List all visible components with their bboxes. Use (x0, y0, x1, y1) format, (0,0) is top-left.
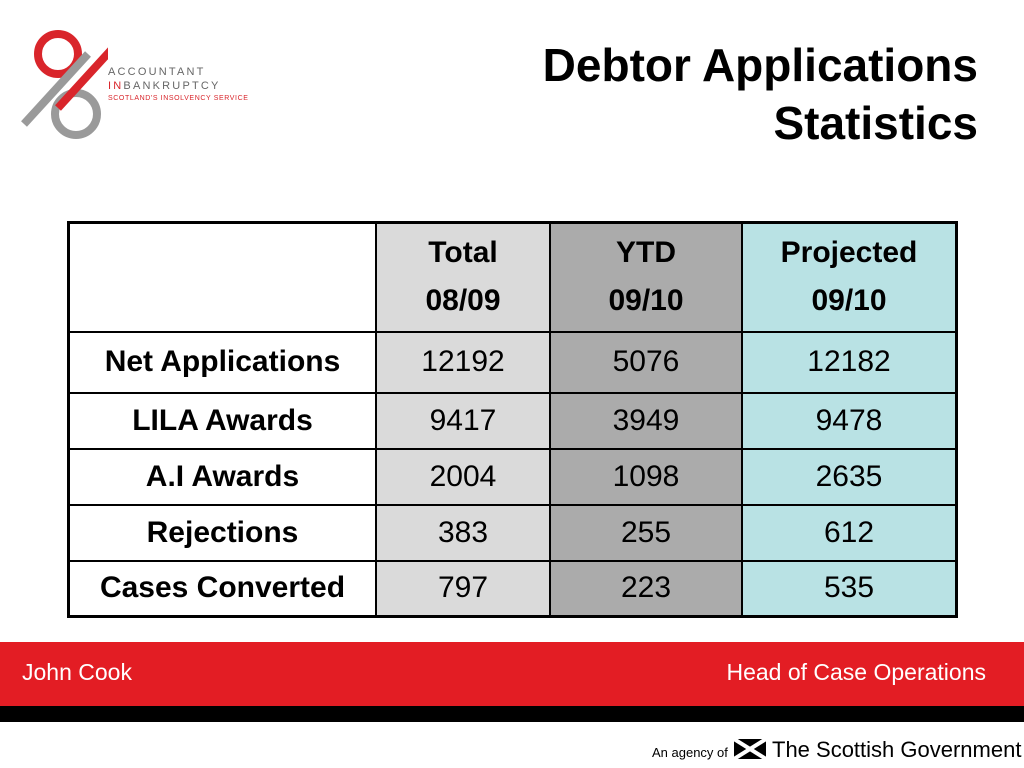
logo-text-line1: ACCOUNTANT (108, 66, 206, 78)
cell-projected: 12182 (741, 330, 958, 394)
cell-ytd: 5076 (549, 330, 743, 394)
column-header-projected: Projected 09/10 (741, 221, 958, 333)
logo-tagline: SCOTLAND'S INSOLVENCY SERVICE (108, 95, 249, 102)
column-header-line2: 09/10 (811, 284, 887, 318)
slide-title-line1: Debtor Applications (542, 39, 978, 91)
column-header-line2: 09/10 (608, 284, 684, 318)
row-label: LILA Awards (67, 391, 377, 450)
table-header-row: Total 08/09 YTD 09/10 Projected 09/10 (67, 221, 958, 333)
cell-total: 383 (375, 503, 551, 562)
cell-ytd: 1098 (549, 447, 743, 506)
cell-total: 797 (375, 559, 551, 618)
footer-divider (0, 706, 1024, 722)
table-row: Net Applications 12192 5076 12182 (67, 330, 958, 394)
saltire-flag-icon (734, 739, 766, 759)
accountant-in-bankruptcy-logo: ACCOUNTANT INBANKRUPTCY SCOTLAND'S INSOL… (18, 28, 278, 146)
cell-total: 12192 (375, 330, 551, 394)
table-row: A.I Awards 2004 1098 2635 (67, 447, 958, 506)
row-label: Cases Converted (67, 559, 377, 618)
row-label: Rejections (67, 503, 377, 562)
column-header-line1: YTD (616, 236, 676, 270)
slide-title-line2: Statistics (773, 97, 978, 149)
cell-ytd: 3949 (549, 391, 743, 450)
agency-credit: An agency of The Scottish Government (652, 737, 1021, 762)
cell-projected: 612 (741, 503, 958, 562)
agency-name: The Scottish Government (772, 737, 1022, 762)
row-label: A.I Awards (67, 447, 377, 506)
cell-total: 2004 (375, 447, 551, 506)
table-row: LILA Awards 9417 3949 9478 (67, 391, 958, 450)
cell-total: 9417 (375, 391, 551, 450)
agency-prefix: An agency of (652, 745, 728, 760)
cell-projected: 2635 (741, 447, 958, 506)
cell-ytd: 255 (549, 503, 743, 562)
table-row: Cases Converted 797 223 535 (67, 559, 958, 618)
column-header-line1: Total (428, 236, 498, 270)
cell-projected: 535 (741, 559, 958, 618)
logo-text-accent: IN (108, 80, 124, 92)
footer-band: John Cook Head of Case Operations (0, 642, 1024, 706)
column-header-total: Total 08/09 (375, 221, 551, 333)
logo-text-line2: INBANKRUPTCY (108, 80, 221, 92)
column-header-line1: Projected (780, 236, 918, 270)
row-label: Net Applications (67, 330, 377, 394)
column-header-ytd: YTD 09/10 (549, 221, 743, 333)
presenter-name: John Cook (22, 659, 132, 685)
aib-logo-mark-icon (21, 30, 108, 139)
debtor-stats-table: Total 08/09 YTD 09/10 Projected 09/10 Ne… (67, 221, 958, 618)
table-row: Rejections 383 255 612 (67, 503, 958, 562)
cell-ytd: 223 (549, 559, 743, 618)
cell-projected: 9478 (741, 391, 958, 450)
presenter-role: Head of Case Operations (726, 659, 986, 685)
column-header-line2: 08/09 (425, 284, 501, 318)
logo-text-rest: BANKRUPTCY (123, 80, 221, 92)
slide-title: Debtor Applications Statistics (543, 36, 978, 152)
table-corner-cell (67, 221, 377, 333)
